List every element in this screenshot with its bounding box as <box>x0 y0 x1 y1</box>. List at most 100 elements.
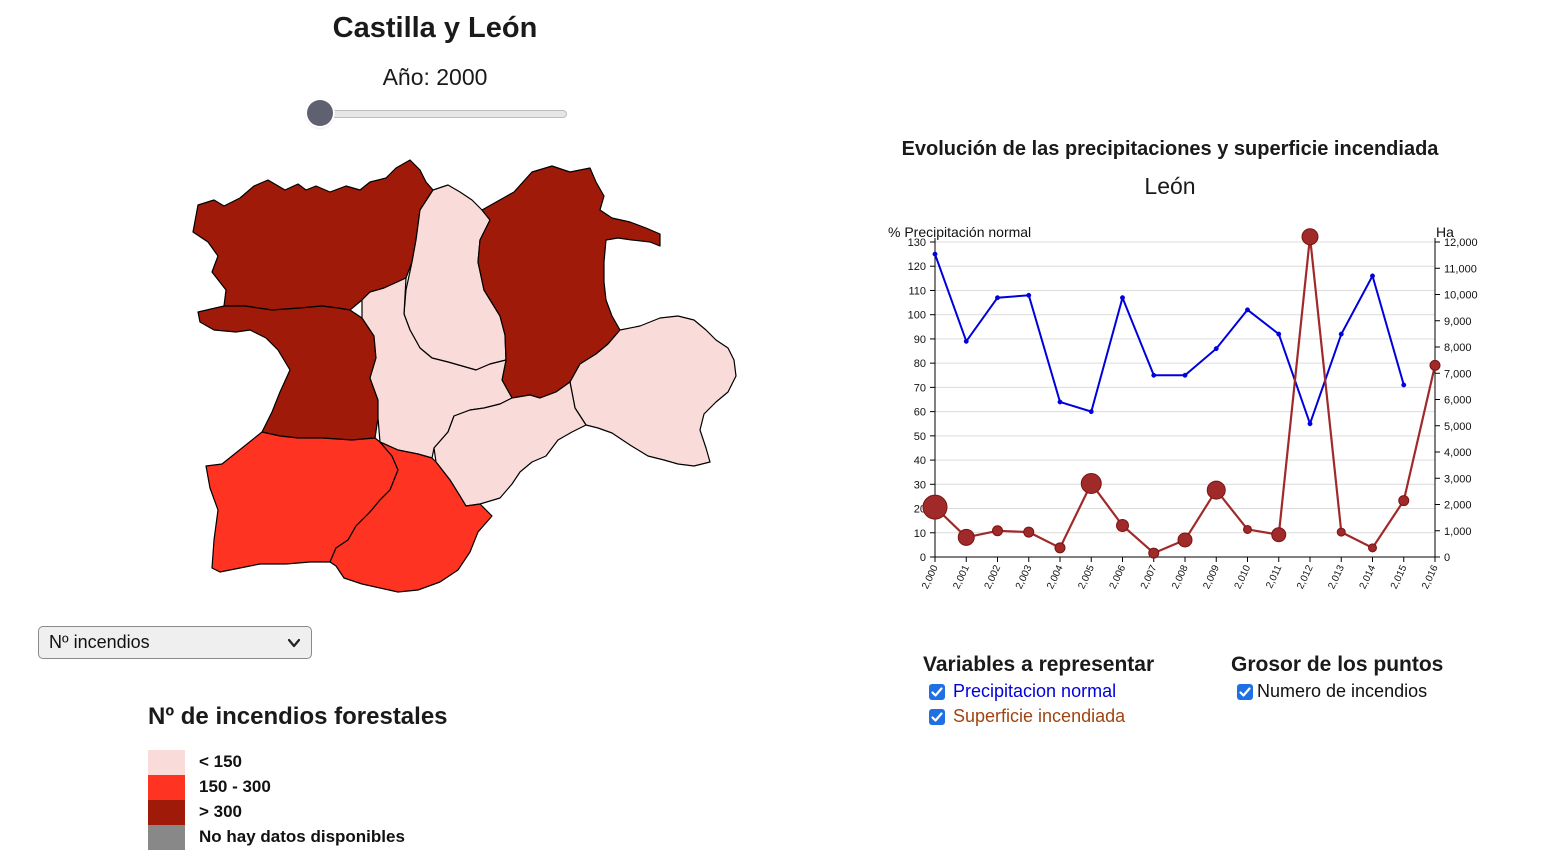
y-left-tick-label: 60 <box>914 407 926 419</box>
y-left-tick-label: 100 <box>908 310 926 322</box>
series-line-superficie <box>934 236 1437 555</box>
y-right-tick-label: 2,000 <box>1444 500 1472 512</box>
chart-title: Evolución de las precipitaciones y super… <box>901 138 1439 160</box>
data-point-precipitacion <box>1182 372 1188 378</box>
legend-label: < 150 <box>199 752 243 771</box>
y-right-tick-label: 1,000 <box>1444 526 1472 538</box>
data-point-superficie <box>1177 532 1193 548</box>
checkbox-label: Superficie incendiada <box>953 706 1126 726</box>
legend-swatch <box>148 800 185 825</box>
data-point-superficie <box>1116 519 1129 532</box>
data-point-superficie <box>1398 495 1410 507</box>
x-tick-label: 2,009 <box>1201 563 1222 591</box>
y-right-tick-label: 6,000 <box>1444 395 1472 407</box>
data-point-precipitacion <box>1276 331 1282 337</box>
data-point-superficie <box>1336 527 1346 537</box>
y-left-tick-label: 110 <box>908 285 926 297</box>
data-point-superficie <box>1271 527 1287 543</box>
checkbox-box[interactable] <box>929 684 945 700</box>
y-right-tick-label: 12,000 <box>1444 237 1478 249</box>
year-slider-track[interactable] <box>317 110 567 118</box>
province-zamora[interactable] <box>197 305 379 441</box>
data-point-superficie <box>1243 524 1252 534</box>
point-size-heading: Grosor de los puntos <box>1231 653 1444 676</box>
y-left-tick-label: 70 <box>914 382 926 394</box>
data-point-superficie <box>1148 547 1160 559</box>
y-right-tick-label: 3,000 <box>1444 473 1472 485</box>
y-right-tick-label: 5,000 <box>1444 421 1472 433</box>
x-tick-label: 2,000 <box>920 563 941 591</box>
x-tick-label: 2,008 <box>1170 563 1191 591</box>
y-right-tick-label: 10,000 <box>1444 290 1478 302</box>
x-tick-label: 2,015 <box>1389 563 1410 591</box>
y-right-tick-label: 0 <box>1444 552 1450 564</box>
data-point-precipitacion <box>1088 409 1094 415</box>
data-point-precipitacion <box>1057 399 1063 405</box>
chart-subtitle: León <box>1144 173 1196 199</box>
data-point-precipitacion <box>1401 382 1407 388</box>
province-burgos[interactable] <box>477 165 661 399</box>
check-icon <box>1239 687 1251 697</box>
check-icon <box>931 712 943 722</box>
data-point-superficie <box>1054 542 1066 554</box>
year-label: Año: 2000 <box>382 64 488 90</box>
y-left-tick-label: 120 <box>908 261 926 273</box>
x-tick-label: 2,005 <box>1076 563 1097 591</box>
checkbox-box[interactable] <box>929 709 945 725</box>
data-point-superficie <box>1368 543 1377 553</box>
data-point-superficie <box>922 494 948 520</box>
y-right-tick-label: 7,000 <box>1444 368 1472 380</box>
y-right-axis-label: Ha <box>1436 224 1454 240</box>
variable-select[interactable]: Nº incendios <box>38 626 312 659</box>
province-segovia[interactable] <box>433 381 587 507</box>
year-slider-thumb[interactable] <box>307 100 333 126</box>
map-title: Castilla y León <box>332 12 538 44</box>
x-tick-label: 2,006 <box>1108 563 1129 591</box>
x-tick-label: 2,016 <box>1420 563 1441 591</box>
y-left-axis-label: % Precipitación normal <box>888 224 1031 240</box>
y-right-tick-label: 8,000 <box>1444 342 1472 354</box>
province-avila[interactable] <box>329 441 493 593</box>
data-point-precipitacion <box>1026 292 1032 298</box>
x-tick-label: 2,007 <box>1139 563 1160 591</box>
region-map <box>192 159 737 593</box>
checkbox-label: Numero de incendios <box>1257 681 1428 701</box>
x-tick-label: 2,010 <box>1233 563 1254 591</box>
checkbox-box[interactable] <box>1237 684 1253 700</box>
precipitation-fire-chart: 010203040506070809010011012013001,0002,0… <box>888 224 1478 591</box>
x-tick-label: 2,013 <box>1326 563 1347 591</box>
data-point-superficie <box>1080 473 1102 494</box>
legend-label: No hay datos disponibles <box>199 827 405 846</box>
y-left-tick-label: 80 <box>914 358 926 370</box>
data-point-superficie <box>1301 228 1319 246</box>
data-point-precipitacion <box>1245 307 1250 313</box>
y-left-tick-label: 130 <box>908 237 926 249</box>
data-point-superficie <box>1023 526 1035 538</box>
data-point-precipitacion <box>1338 331 1344 337</box>
data-point-superficie <box>1206 480 1226 500</box>
check-icon <box>931 687 943 697</box>
x-tick-label: 2,001 <box>951 563 972 591</box>
x-tick-label: 2,011 <box>1264 563 1284 590</box>
checkbox-label: Precipitacion normal <box>953 681 1117 701</box>
data-point-precipitacion <box>1370 273 1375 279</box>
legend-swatch <box>148 775 185 800</box>
data-point-precipitacion <box>995 295 1000 301</box>
x-tick-label: 2,004 <box>1045 563 1066 591</box>
year-slider[interactable] <box>305 100 567 128</box>
legend-label: > 300 <box>199 802 243 821</box>
data-point-precipitacion <box>1307 421 1313 427</box>
legend-label: 150 - 300 <box>199 777 271 796</box>
x-tick-label: 2,003 <box>1014 563 1035 591</box>
data-point-precipitacion <box>1151 372 1157 378</box>
y-right-tick-label: 9,000 <box>1444 316 1472 328</box>
data-point-superficie <box>957 528 975 546</box>
y-right-tick-label: 11,000 <box>1444 263 1477 275</box>
legend-swatch <box>148 750 185 775</box>
y-left-tick-label: 40 <box>914 455 926 467</box>
data-point-precipitacion <box>932 251 938 257</box>
y-left-tick-label: 90 <box>914 334 926 346</box>
data-point-precipitacion <box>1213 346 1219 352</box>
y-right-tick-label: 4,000 <box>1444 447 1472 459</box>
y-left-tick-label: 0 <box>920 552 926 564</box>
